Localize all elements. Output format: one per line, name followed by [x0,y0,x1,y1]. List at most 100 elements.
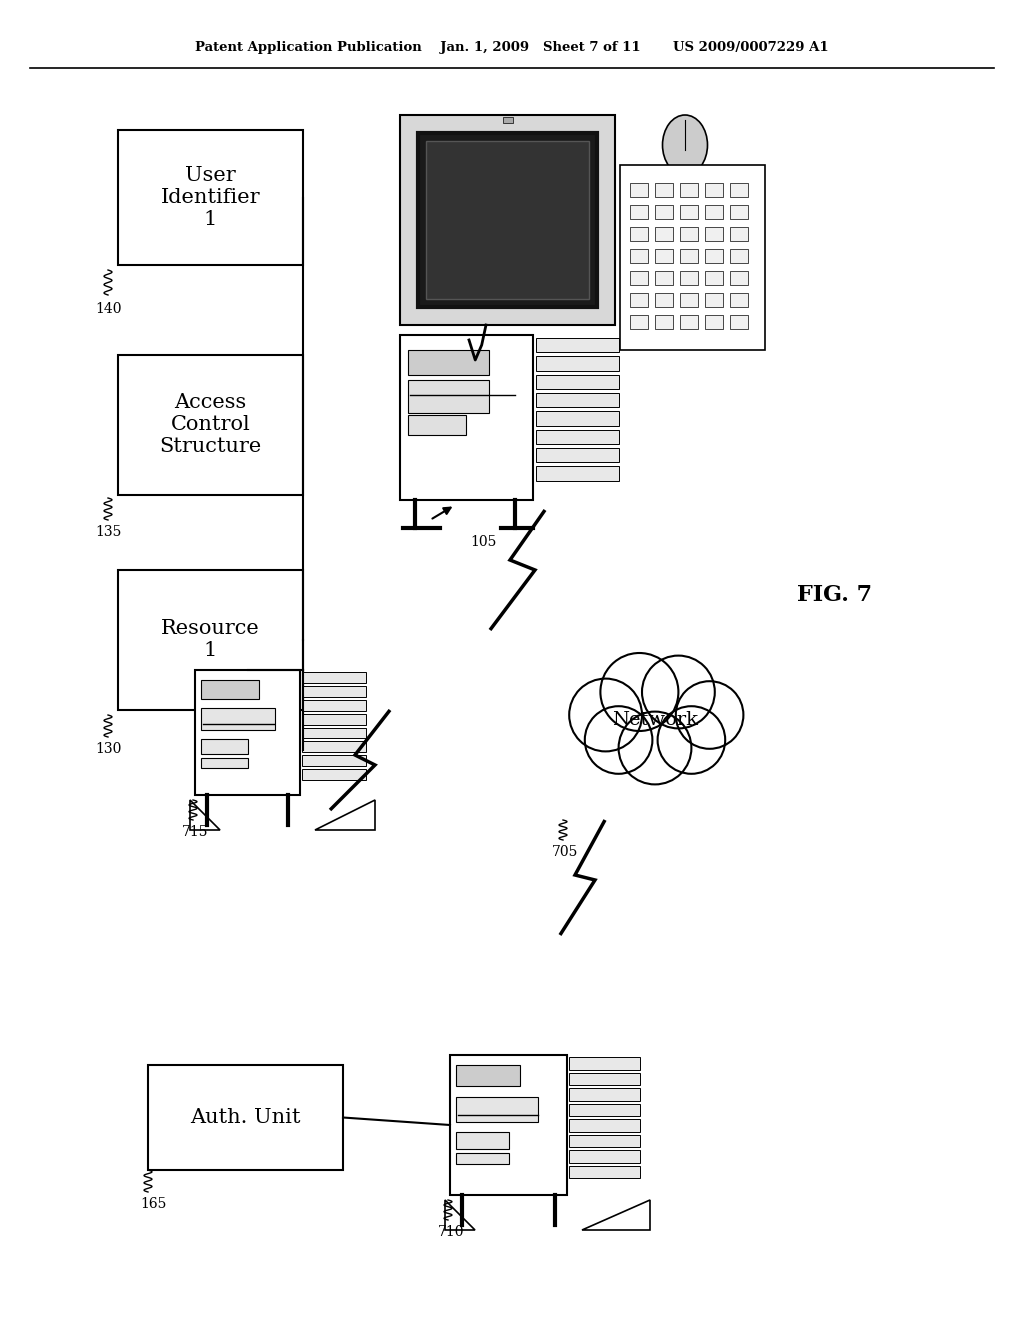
Bar [302,686,366,697]
Bar [569,1135,640,1147]
Bar [730,227,748,242]
Bar [148,1065,343,1170]
Text: 130: 130 [95,742,122,756]
Bar [302,755,366,766]
Text: Network: Network [612,711,698,729]
Bar [195,671,300,795]
Text: 140: 140 [95,302,122,315]
Bar [705,205,723,219]
Bar [569,1088,640,1101]
Bar [705,227,723,242]
Bar [569,1150,640,1163]
Bar [655,249,673,263]
Bar [655,205,673,219]
Bar [630,205,648,219]
Text: User
Identifier
1: User Identifier 1 [161,166,260,228]
Bar [569,1057,640,1069]
Bar [680,205,698,219]
Bar [302,714,366,725]
Bar [450,1055,567,1195]
Bar [201,739,248,754]
Bar [302,770,366,780]
Text: FIG. 7: FIG. 7 [798,583,872,606]
Bar [569,1119,640,1131]
Bar [537,430,618,444]
Bar [705,293,723,308]
Bar [201,680,259,698]
Bar [655,271,673,285]
Polygon shape [445,1200,475,1230]
Bar [302,672,366,682]
Bar [201,708,274,730]
Circle shape [642,656,715,729]
Text: Access
Control
Structure: Access Control Structure [160,393,261,457]
Polygon shape [315,800,375,830]
Circle shape [585,706,652,774]
Text: 165: 165 [140,1197,166,1210]
Text: 105: 105 [470,535,497,549]
Bar [201,758,248,767]
Bar [705,271,723,285]
Bar [630,293,648,308]
Bar [426,141,589,300]
Circle shape [569,678,642,751]
Bar [302,727,366,738]
Text: Auth. Unit: Auth. Unit [190,1107,301,1127]
Bar [730,249,748,263]
Bar [537,466,618,480]
Bar [730,183,748,197]
Bar [537,356,618,371]
Bar [680,183,698,197]
Text: 710: 710 [438,1225,465,1239]
Bar [655,227,673,242]
Circle shape [600,653,678,731]
Bar [680,271,698,285]
Text: 135: 135 [95,525,122,539]
Bar [118,355,303,495]
Bar [302,742,366,752]
Bar [705,249,723,263]
Bar [569,1073,640,1085]
Bar [537,338,618,352]
Bar [118,129,303,265]
Bar [302,700,366,710]
Bar [400,115,615,325]
Ellipse shape [663,115,708,176]
Polygon shape [582,1200,650,1230]
Bar [630,315,648,329]
Text: Patent Application Publication    Jan. 1, 2009   Sheet 7 of 11       US 2009/000: Patent Application Publication Jan. 1, 2… [196,41,828,54]
Bar [537,393,618,408]
Bar [630,227,648,242]
Bar [705,183,723,197]
Bar [655,293,673,308]
Bar [408,350,488,375]
Bar [118,570,303,710]
Bar [456,1097,538,1122]
Bar [408,380,488,413]
Circle shape [618,711,691,784]
Bar [569,1166,640,1179]
Text: 715: 715 [182,825,209,840]
Bar [537,375,618,389]
Text: Resource
1: Resource 1 [161,619,260,660]
Bar [456,1152,509,1164]
Text: 705: 705 [552,845,579,859]
Bar [630,271,648,285]
Bar [655,315,673,329]
Bar [730,315,748,329]
Bar [537,412,618,425]
Bar [655,183,673,197]
Bar [680,249,698,263]
Bar [680,293,698,308]
Polygon shape [190,800,220,830]
Bar [680,227,698,242]
Bar [730,271,748,285]
Bar [537,447,618,462]
Bar [503,117,512,123]
Bar [456,1065,520,1086]
Bar [630,183,648,197]
Bar [418,133,597,308]
Bar [620,165,765,350]
Bar [705,315,723,329]
Circle shape [676,681,743,748]
